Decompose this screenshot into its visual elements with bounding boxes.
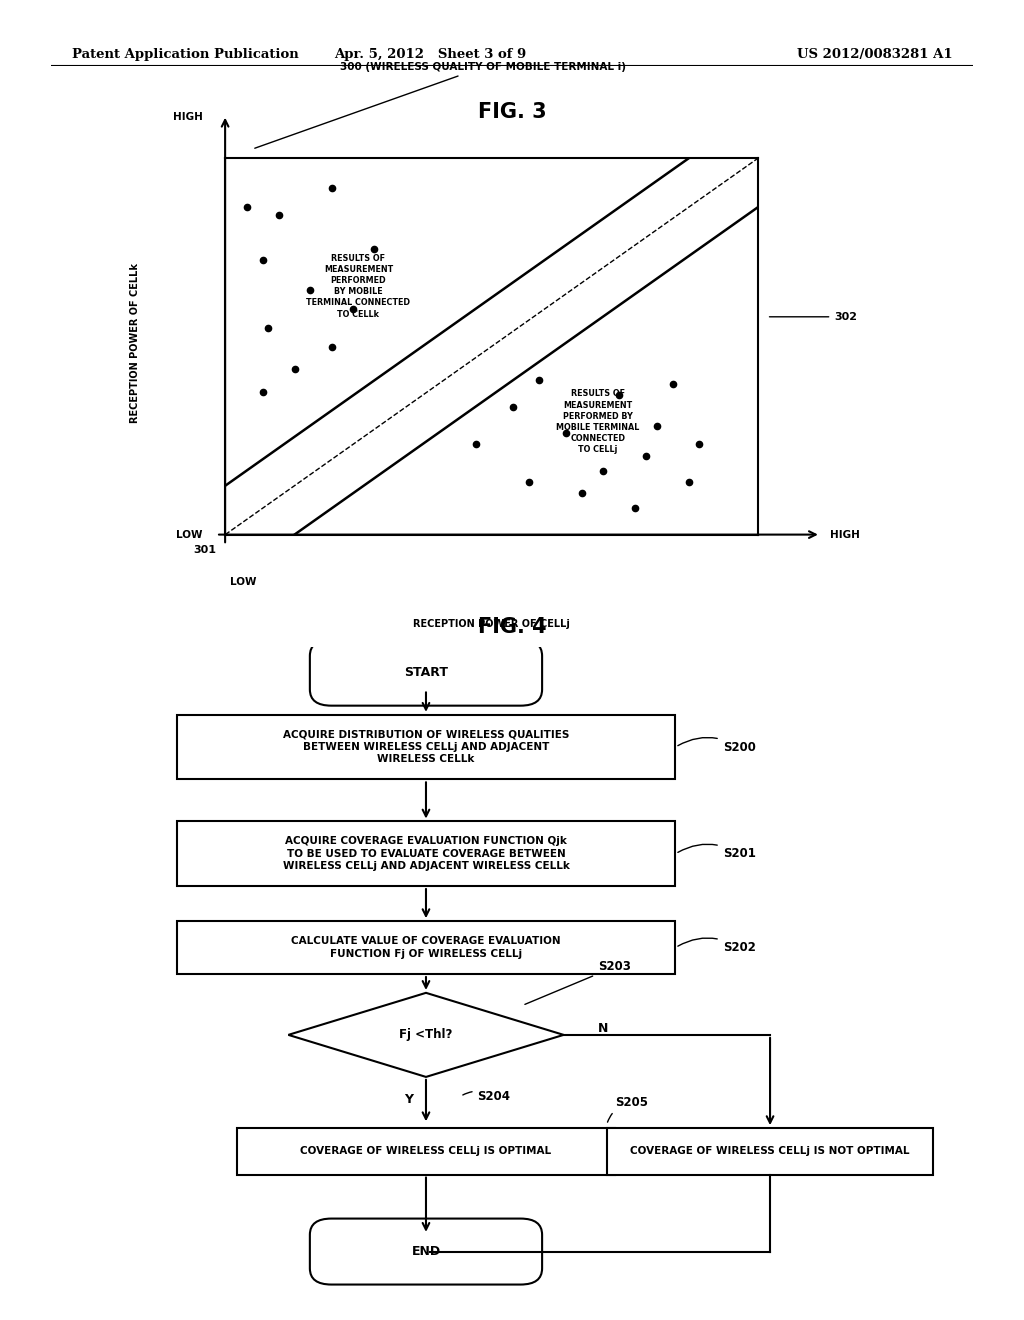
- Text: S201: S201: [678, 845, 756, 861]
- Text: ACQUIRE DISTRIBUTION OF WIRELESS QUALITIES
BETWEEN WIRELESS CELLj AND ADJACENT
W: ACQUIRE DISTRIBUTION OF WIRELESS QUALITI…: [283, 730, 569, 764]
- Text: HIGH: HIGH: [173, 112, 203, 123]
- Text: 300 (WIRELESS QUALITY OF MOBILE TERMINAL i): 300 (WIRELESS QUALITY OF MOBILE TERMINAL…: [255, 62, 626, 148]
- Text: ACQUIRE COVERAGE EVALUATION FUNCTION Qjk
TO BE USED TO EVALUATE COVERAGE BETWEEN: ACQUIRE COVERAGE EVALUATION FUNCTION Qjk…: [283, 837, 569, 871]
- Text: RESULTS OF
MEASUREMENT
PERFORMED BY
MOBILE TERMINAL
CONNECTED
TO CELLj: RESULTS OF MEASUREMENT PERFORMED BY MOBI…: [556, 389, 640, 454]
- Text: COVERAGE OF WIRELESS CELLj IS NOT OPTIMAL: COVERAGE OF WIRELESS CELLj IS NOT OPTIMA…: [631, 1146, 909, 1156]
- Text: 302: 302: [769, 312, 857, 322]
- Text: Apr. 5, 2012   Sheet 3 of 9: Apr. 5, 2012 Sheet 3 of 9: [334, 48, 526, 61]
- FancyBboxPatch shape: [176, 921, 676, 974]
- FancyBboxPatch shape: [176, 714, 676, 779]
- Text: N: N: [598, 1022, 608, 1035]
- FancyBboxPatch shape: [176, 821, 676, 886]
- FancyBboxPatch shape: [606, 1129, 934, 1175]
- Text: HIGH: HIGH: [829, 529, 859, 540]
- Text: START: START: [404, 667, 447, 680]
- Text: END: END: [412, 1245, 440, 1258]
- Text: FIG. 4: FIG. 4: [477, 616, 547, 638]
- Text: S204: S204: [463, 1090, 511, 1102]
- Text: S203: S203: [525, 961, 631, 1005]
- Text: Y: Y: [404, 1093, 414, 1106]
- Text: RESULTS OF
MEASUREMENT
PERFORMED
BY MOBILE
TERMINAL CONNECTED
TO CELLk: RESULTS OF MEASUREMENT PERFORMED BY MOBI…: [306, 253, 411, 318]
- Text: S205: S205: [607, 1096, 648, 1122]
- Text: RECEPTION POWER OF CELLj: RECEPTION POWER OF CELLj: [413, 619, 569, 630]
- Text: CALCULATE VALUE OF COVERAGE EVALUATION
FUNCTION Fj OF WIRELESS CELLj: CALCULATE VALUE OF COVERAGE EVALUATION F…: [291, 936, 561, 958]
- Text: LOW: LOW: [229, 577, 256, 587]
- FancyBboxPatch shape: [237, 1129, 615, 1175]
- Text: 301: 301: [194, 545, 216, 556]
- Text: Fj <Thl?: Fj <Thl?: [399, 1028, 453, 1041]
- FancyBboxPatch shape: [310, 640, 542, 706]
- Text: Patent Application Publication: Patent Application Publication: [72, 48, 298, 61]
- Text: COVERAGE OF WIRELESS CELLj IS OPTIMAL: COVERAGE OF WIRELESS CELLj IS OPTIMAL: [300, 1146, 552, 1156]
- Text: FIG. 3: FIG. 3: [477, 102, 547, 123]
- Text: S202: S202: [678, 939, 756, 954]
- Text: US 2012/0083281 A1: US 2012/0083281 A1: [797, 48, 952, 61]
- Text: S200: S200: [678, 738, 756, 754]
- Text: LOW: LOW: [176, 529, 203, 540]
- Text: RECEPTION POWER OF CELLk: RECEPTION POWER OF CELLk: [130, 263, 140, 424]
- FancyBboxPatch shape: [310, 1218, 542, 1284]
- Polygon shape: [289, 993, 563, 1077]
